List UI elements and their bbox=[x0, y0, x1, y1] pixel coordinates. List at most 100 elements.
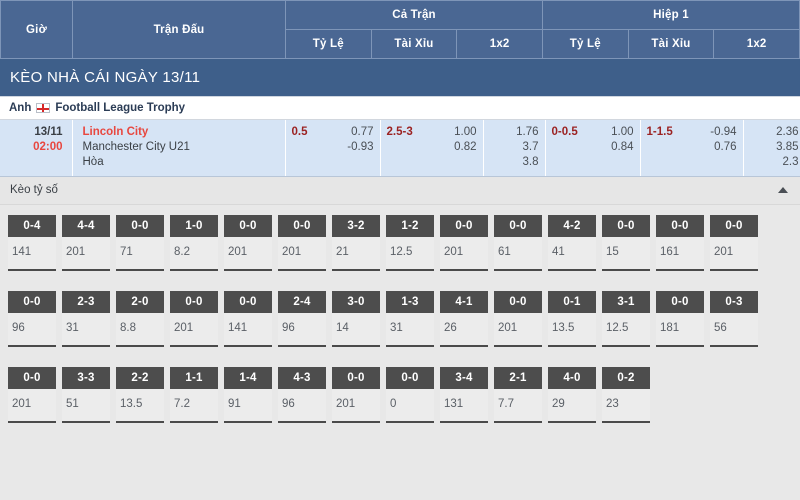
score-odd-value[interactable]: 7.7 bbox=[498, 397, 514, 410]
score-cell[interactable]: 0-0 201 bbox=[278, 214, 326, 271]
correct-score-section-header[interactable]: Kèo tỷ số bbox=[0, 176, 800, 205]
score-cell[interactable]: 4-1 26 bbox=[440, 290, 488, 347]
score-chip[interactable]: 2-4 bbox=[278, 290, 326, 313]
score-cell[interactable]: 3-2 21 bbox=[332, 214, 380, 271]
ft-1x2-draw[interactable]: 3.7 bbox=[522, 141, 539, 153]
score-cell[interactable]: 1-4 91 bbox=[224, 366, 272, 423]
score-chip[interactable]: 0-1 bbox=[548, 290, 596, 313]
score-cell[interactable]: 0-0 201 bbox=[494, 290, 542, 347]
ft-over-under-cell[interactable]: 2.5-3 1.00 0.82 bbox=[380, 120, 484, 177]
score-cell[interactable]: 2-3 31 bbox=[62, 290, 110, 347]
score-chip[interactable]: 0-0 bbox=[710, 214, 758, 237]
score-odd-value[interactable]: 14 bbox=[336, 321, 349, 334]
score-odd-value[interactable]: 96 bbox=[282, 397, 295, 410]
score-odd-value[interactable]: 41 bbox=[552, 245, 565, 258]
score-chip[interactable]: 2-0 bbox=[116, 290, 164, 313]
score-cell[interactable]: 4-2 41 bbox=[548, 214, 596, 271]
score-chip[interactable]: 0-0 bbox=[656, 214, 704, 237]
score-cell[interactable]: 2-1 7.7 bbox=[494, 366, 542, 423]
score-odd-value[interactable]: 12.5 bbox=[606, 321, 629, 334]
score-cell[interactable]: 2-4 96 bbox=[278, 290, 326, 347]
score-odd-value[interactable]: 201 bbox=[444, 245, 464, 258]
score-chip[interactable]: 0-0 bbox=[224, 290, 272, 313]
score-cell[interactable]: 3-3 51 bbox=[62, 366, 110, 423]
ft-handicap-away-odd[interactable]: -0.93 bbox=[347, 141, 374, 153]
score-cell[interactable]: 3-1 12.5 bbox=[602, 290, 650, 347]
score-chip[interactable]: 1-3 bbox=[386, 290, 434, 313]
fh-handicap-line[interactable]: 0-0.5 bbox=[551, 126, 578, 138]
score-odd-value[interactable]: 201 bbox=[336, 397, 356, 410]
ft-over-under-line[interactable]: 2.5-3 bbox=[386, 126, 413, 138]
score-odd-value[interactable]: 31 bbox=[390, 321, 403, 334]
score-chip[interactable]: 0-2 bbox=[602, 366, 650, 389]
score-odd-value[interactable]: 71 bbox=[120, 245, 133, 258]
home-team-name[interactable]: Lincoln City bbox=[82, 126, 149, 138]
score-chip[interactable]: 2-2 bbox=[116, 366, 164, 389]
score-odd-value[interactable]: 8.8 bbox=[120, 321, 136, 334]
score-chip[interactable]: 4-1 bbox=[440, 290, 488, 313]
score-chip[interactable]: 1-0 bbox=[170, 214, 218, 237]
score-chip[interactable]: 1-2 bbox=[386, 214, 434, 237]
score-cell[interactable]: 1-2 12.5 bbox=[386, 214, 434, 271]
score-cell[interactable]: 1-3 31 bbox=[386, 290, 434, 347]
score-odd-value[interactable]: 26 bbox=[444, 321, 457, 334]
score-odd-value[interactable]: 7.2 bbox=[174, 397, 190, 410]
league-header[interactable]: Anh Football League Trophy bbox=[0, 97, 800, 120]
score-odd-value[interactable]: 201 bbox=[228, 245, 248, 258]
score-chip[interactable]: 1-4 bbox=[224, 366, 272, 389]
score-cell[interactable]: 0-0 201 bbox=[8, 366, 56, 423]
score-chip[interactable]: 0-0 bbox=[278, 214, 326, 237]
score-odd-value[interactable]: 13.5 bbox=[120, 397, 143, 410]
caret-up-icon[interactable] bbox=[778, 187, 788, 193]
fh-handicap-cell[interactable]: 0-0.5 1.00 0.84 bbox=[545, 120, 641, 177]
score-cell[interactable]: 0-0 201 bbox=[332, 366, 380, 423]
ft-handicap-line[interactable]: 0.5 bbox=[291, 126, 308, 138]
fh-1x2-home[interactable]: 2.36 bbox=[776, 126, 799, 138]
score-cell[interactable]: 1-1 7.2 bbox=[170, 366, 218, 423]
score-chip[interactable]: 3-4 bbox=[440, 366, 488, 389]
score-chip[interactable]: 0-0 bbox=[170, 290, 218, 313]
fh-1x2-draw[interactable]: 3.85 bbox=[776, 141, 799, 153]
fh-under-odd[interactable]: 0.76 bbox=[714, 141, 737, 153]
draw-label[interactable]: Hòa bbox=[82, 156, 104, 168]
score-cell[interactable]: 0-4 141 bbox=[8, 214, 56, 271]
score-cell[interactable]: 3-0 14 bbox=[332, 290, 380, 347]
score-odd-value[interactable]: 23 bbox=[606, 397, 619, 410]
score-chip[interactable]: 0-0 bbox=[494, 214, 542, 237]
ft-handicap-home-odd[interactable]: 0.77 bbox=[351, 126, 374, 138]
score-chip[interactable]: 0-0 bbox=[440, 214, 488, 237]
score-cell[interactable]: 0-0 96 bbox=[8, 290, 56, 347]
score-cell[interactable]: 0-0 201 bbox=[170, 290, 218, 347]
score-odd-value[interactable]: 96 bbox=[12, 321, 25, 334]
score-odd-value[interactable]: 141 bbox=[12, 245, 32, 258]
score-chip[interactable]: 0-0 bbox=[386, 366, 434, 389]
score-chip[interactable]: 3-1 bbox=[602, 290, 650, 313]
fh-1x2-away[interactable]: 2.3 bbox=[782, 156, 799, 168]
score-chip[interactable]: 3-0 bbox=[332, 290, 380, 313]
score-cell[interactable]: 0-3 56 bbox=[710, 290, 758, 347]
score-odd-value[interactable]: 51 bbox=[66, 397, 79, 410]
ft-1x2-cell[interactable]: 1.76 3.7 3.8 bbox=[483, 120, 546, 177]
score-odd-value[interactable]: 0 bbox=[390, 397, 397, 410]
score-chip[interactable]: 0-0 bbox=[8, 366, 56, 389]
score-chip[interactable]: 0-4 bbox=[8, 214, 56, 237]
score-odd-value[interactable]: 15 bbox=[606, 245, 619, 258]
score-odd-value[interactable]: 201 bbox=[282, 245, 302, 258]
score-odd-value[interactable]: 96 bbox=[282, 321, 295, 334]
score-chip[interactable]: 0-0 bbox=[8, 290, 56, 313]
score-odd-value[interactable]: 21 bbox=[336, 245, 349, 258]
score-odd-value[interactable]: 8.2 bbox=[174, 245, 190, 258]
score-odd-value[interactable]: 12.5 bbox=[390, 245, 413, 258]
score-chip[interactable]: 4-3 bbox=[278, 366, 326, 389]
score-chip[interactable]: 4-2 bbox=[548, 214, 596, 237]
score-odd-value[interactable]: 13.5 bbox=[552, 321, 575, 334]
ft-under-odd[interactable]: 0.82 bbox=[454, 141, 477, 153]
table-row[interactable]: 13/11 02:00 Lincoln City Manchester City… bbox=[0, 120, 800, 177]
score-odd-value[interactable]: 91 bbox=[228, 397, 241, 410]
score-odd-value[interactable]: 201 bbox=[714, 245, 734, 258]
fh-over-odd[interactable]: -0.94 bbox=[710, 126, 737, 138]
score-cell[interactable]: 2-2 13.5 bbox=[116, 366, 164, 423]
score-chip[interactable]: 4-0 bbox=[548, 366, 596, 389]
score-cell[interactable]: 0-0 141 bbox=[224, 290, 272, 347]
score-cell[interactable]: 4-3 96 bbox=[278, 366, 326, 423]
